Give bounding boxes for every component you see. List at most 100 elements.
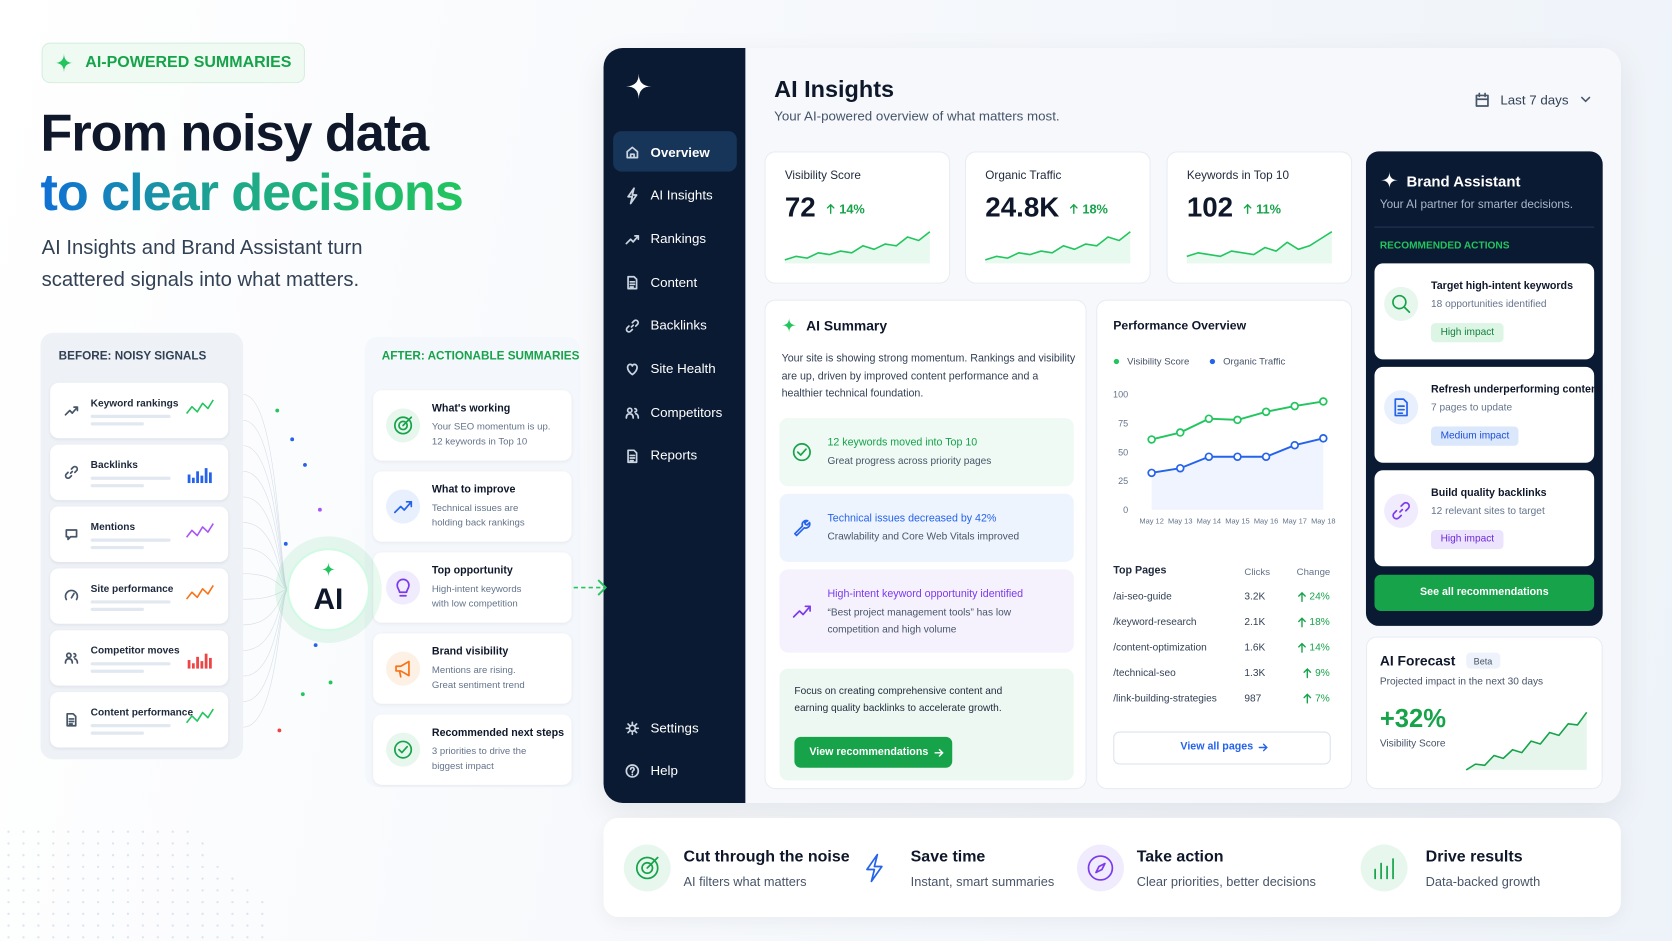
- dot-pattern: [141, 924, 145, 927]
- dot-pattern: [126, 865, 130, 869]
- dot-pattern: [201, 912, 204, 916]
- page-title: AI Insights: [774, 75, 895, 103]
- impact-label: Medium impact: [1440, 430, 1510, 442]
- kpi-value: 24.8K: [985, 191, 1060, 224]
- mini-bar: [200, 475, 204, 484]
- signal-dot: [290, 437, 295, 442]
- dot-pattern: [111, 924, 115, 927]
- icon: [625, 407, 640, 419]
- dot-pattern: [261, 936, 264, 939]
- dot-pattern: [37, 842, 40, 845]
- button[interactable]: [1374, 574, 1595, 612]
- mini-bar: [209, 472, 212, 484]
- button-label[interactable]: View all pages: [1180, 741, 1254, 753]
- dot-pattern: [141, 830, 145, 833]
- dot-pattern: [126, 912, 130, 916]
- action-title: Build quality backlinks: [1431, 487, 1547, 500]
- nav-item[interactable]: Rankings: [650, 231, 707, 247]
- badge: [41, 42, 305, 84]
- nav-item[interactable]: Settings: [650, 720, 699, 736]
- signal-dot: [277, 728, 282, 733]
- table-cell: 1.6K: [1244, 641, 1266, 654]
- signal-dot: [328, 680, 333, 685]
- sparkline: [1465, 711, 1588, 771]
- panel-title: AFTER: ACTIONABLE SUMMARIES: [381, 350, 580, 363]
- dot-pattern: [52, 889, 55, 892]
- summary-text: High-intent keywords: [431, 582, 522, 594]
- icon-bg: [1076, 844, 1124, 892]
- dot-pattern: [126, 936, 130, 939]
- dot-pattern: [7, 842, 10, 845]
- nav-item[interactable]: Competitors: [650, 404, 723, 420]
- mini-bar: [196, 471, 199, 484]
- kpi-label: Keywords in Top 10: [1186, 169, 1289, 183]
- nav-item[interactable]: Overview: [650, 144, 710, 160]
- sparkle-icon: [625, 73, 652, 100]
- sparkline: [185, 399, 214, 415]
- signal-dot: [303, 462, 307, 467]
- button[interactable]: [794, 736, 953, 768]
- hero-title: to clear decisions: [41, 162, 464, 225]
- kpi-value: 72: [784, 191, 816, 224]
- dot-pattern: [186, 900, 189, 904]
- impact-label: High impact: [1440, 326, 1495, 339]
- dot-pattern: [67, 936, 70, 939]
- dot-pattern: [82, 865, 85, 869]
- table-header: Clicks: [1244, 565, 1270, 577]
- signal-label: Backlinks: [90, 459, 138, 472]
- placeholder-bar: [90, 545, 144, 550]
- dot-pattern: [22, 842, 25, 845]
- signal-line: [243, 589, 289, 728]
- table-header: Top Pages: [1113, 565, 1167, 577]
- dot-pattern: [22, 830, 25, 833]
- dot-pattern: [111, 877, 115, 880]
- dot-pattern: [141, 912, 145, 916]
- nav-item[interactable]: Content: [650, 274, 698, 290]
- sparkle-icon: [320, 561, 336, 577]
- dot-pattern: [126, 854, 130, 857]
- button-label[interactable]: View recommendations: [809, 746, 929, 759]
- button-label[interactable]: See all recommendations: [1420, 586, 1549, 599]
- legend-swatch: [1113, 358, 1120, 365]
- date-range[interactable]: Last 7 days: [1500, 92, 1569, 108]
- dot-pattern: [96, 924, 100, 927]
- up-arrow-icon: [1298, 642, 1306, 653]
- dot-pattern: [216, 889, 219, 892]
- table-cell: 987: [1244, 692, 1262, 705]
- dot-pattern: [52, 830, 55, 833]
- dot-pattern: [22, 912, 25, 916]
- chevron: [1580, 96, 1591, 103]
- dot-pattern: [186, 865, 189, 869]
- dot-pattern: [82, 900, 85, 904]
- dot-pattern: [171, 924, 174, 927]
- nav-item[interactable]: Help: [650, 762, 678, 778]
- benefit-text: Data-backed growth: [1425, 874, 1541, 890]
- dot-pattern: [261, 912, 264, 916]
- data-point: [1147, 468, 1156, 478]
- dot-pattern: [156, 842, 159, 845]
- sparkline: [185, 523, 214, 538]
- summary-text: Your SEO momentum is up.: [431, 420, 551, 432]
- summary-text: Great sentiment trend: [431, 679, 525, 691]
- legend-label: Visibility Score: [1127, 355, 1190, 367]
- nav-item[interactable]: Reports: [650, 448, 698, 464]
- table-cell: 18%: [1309, 616, 1330, 629]
- nav-item[interactable]: Site Health: [650, 361, 716, 377]
- icon: [395, 660, 410, 678]
- button[interactable]: [1113, 731, 1331, 765]
- nav-item[interactable]: AI Insights: [650, 187, 713, 203]
- dot-pattern: [96, 842, 100, 845]
- dot-pattern: [141, 842, 145, 845]
- dot-pattern: [52, 912, 55, 916]
- dot-pattern: [126, 830, 130, 833]
- insight-title: 12 keywords moved into Top 10: [827, 437, 978, 449]
- y-tick-label: 75: [1118, 417, 1129, 429]
- nav-item[interactable]: Backlinks: [650, 318, 707, 334]
- icon: [792, 443, 811, 462]
- dot-pattern: [96, 889, 100, 892]
- dot-pattern: [156, 912, 159, 916]
- insight-title: Technical issues decreased by 42%: [827, 512, 997, 525]
- table-cell: 1.3K: [1244, 667, 1266, 679]
- signal-dot: [317, 507, 322, 512]
- dot-pattern: [186, 912, 189, 916]
